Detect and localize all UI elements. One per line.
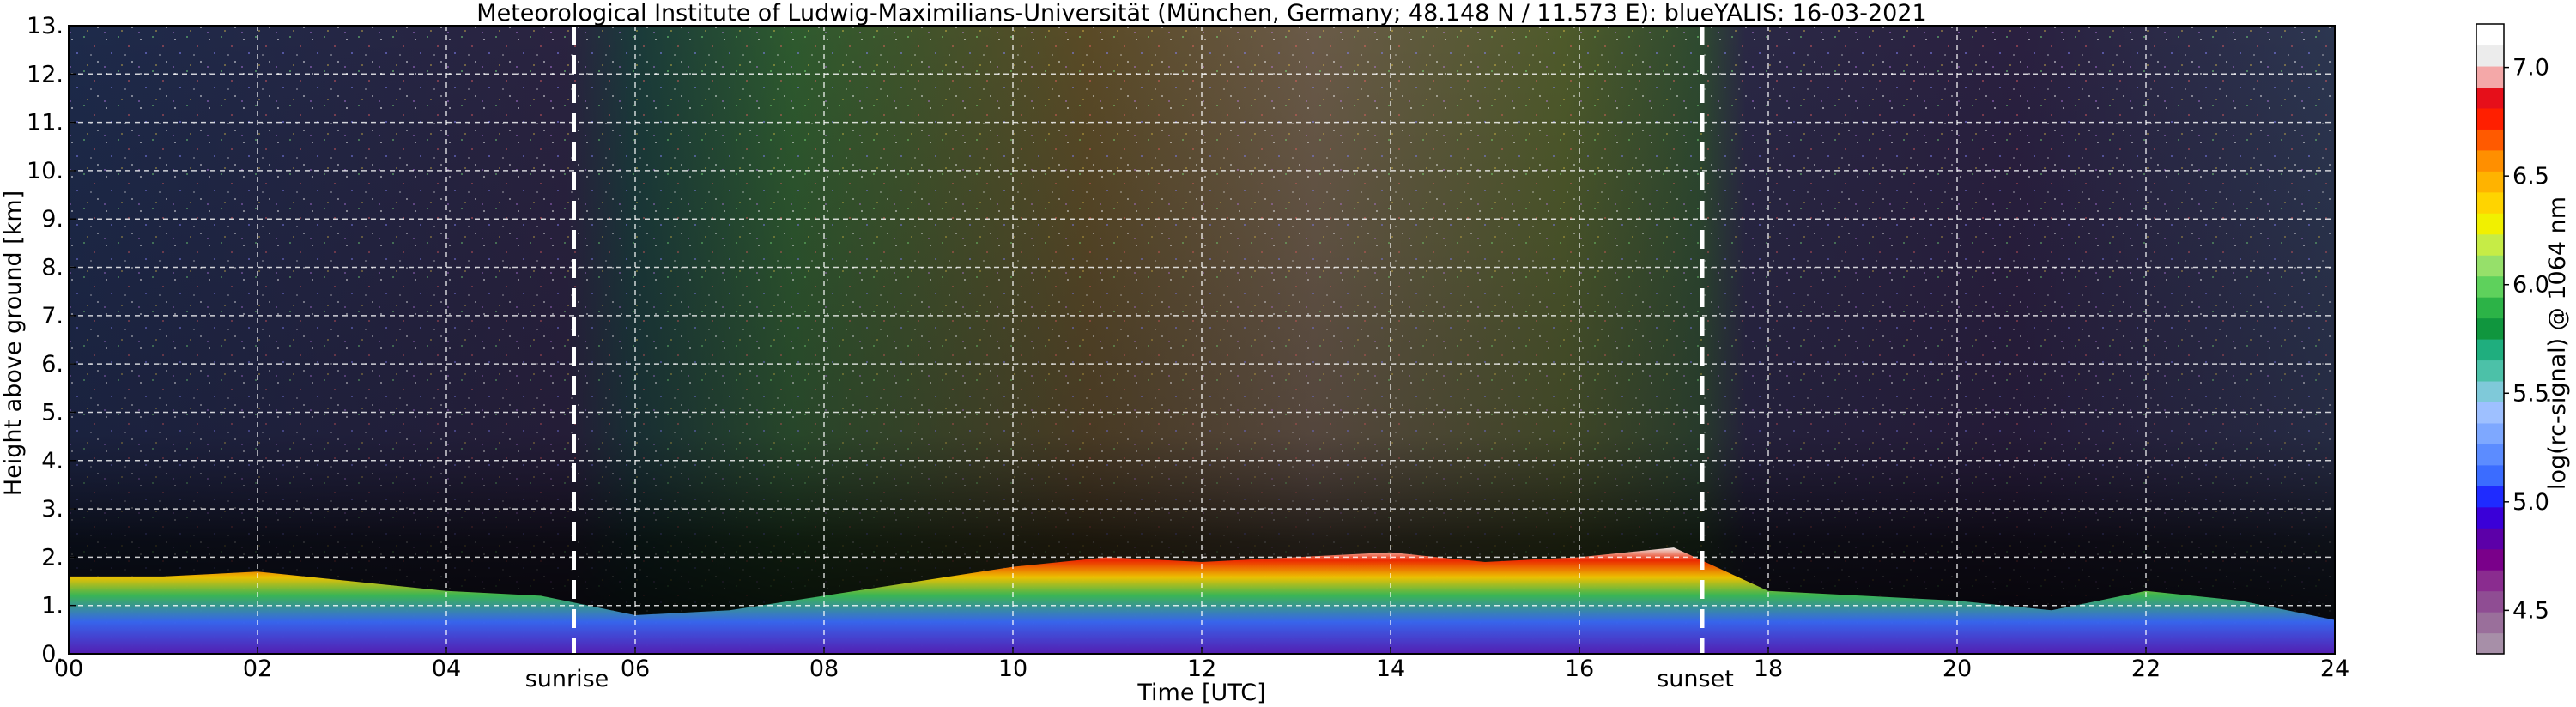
colorbar-tick-label: 6.0: [2512, 272, 2549, 299]
y-tick-label: 3.: [41, 496, 64, 523]
colorbar-segment: [2476, 233, 2504, 256]
colorbar-segment: [2476, 191, 2504, 214]
colorbar-tick-label: 5.5: [2512, 380, 2549, 407]
colorbar-segment: [2476, 297, 2504, 319]
y-tick-label: 4.: [41, 448, 64, 474]
x-tick-label: 16: [1565, 656, 1594, 682]
colorbar-segment: [2476, 570, 2504, 592]
colorbar-segment: [2476, 506, 2504, 529]
x-tick-label: 02: [243, 656, 272, 682]
colorbar-segment: [2476, 213, 2504, 235]
colorbar-tick-label: 5.0: [2512, 489, 2549, 516]
y-tick-label: 11.: [27, 110, 64, 136]
colorbar-segment: [2476, 275, 2504, 298]
colorbar-segment: [2476, 87, 2504, 109]
chart-title: Meteorological Institute of Ludwig-Maxim…: [476, 0, 1926, 27]
colorbar-segment: [2476, 149, 2504, 172]
colorbar-segment: [2476, 464, 2504, 486]
colorbar-segment: [2476, 129, 2504, 151]
colorbar-segment: [2476, 548, 2504, 571]
y-tick-label: 5.: [41, 399, 64, 426]
x-tick-label: 12: [1187, 656, 1216, 682]
colorbar-segment: [2476, 402, 2504, 424]
sunrise-label: sunrise: [525, 666, 609, 692]
colorbar-segment: [2476, 339, 2504, 361]
x-tick-label: 14: [1376, 656, 1405, 682]
y-tick-label: 6.: [41, 351, 64, 378]
colorbar-tick-label: 4.5: [2512, 597, 2549, 624]
y-tick-label: 8.: [41, 255, 64, 281]
colorbar-segment: [2476, 444, 2504, 466]
colorbar-segment: [2476, 380, 2504, 402]
colorbar-segment: [2476, 528, 2504, 550]
colorbar-segment: [2476, 360, 2504, 382]
colorbar-segment: [2476, 422, 2504, 444]
x-tick-label: 06: [621, 656, 650, 682]
x-tick-label: 10: [998, 656, 1027, 682]
x-tick-label: 00: [54, 656, 83, 682]
y-tick-label: 9.: [41, 206, 64, 233]
colorbar-segment: [2476, 45, 2504, 67]
colorbar-tick-label: 7.0: [2512, 55, 2549, 82]
x-tick-label: 20: [1943, 656, 1972, 682]
sunset-label: sunset: [1657, 666, 1734, 692]
colorbar-segment: [2476, 590, 2504, 613]
colorbar-segment: [2476, 486, 2504, 508]
y-tick-label: 2.: [41, 544, 64, 571]
colorbar-segment: [2476, 171, 2504, 193]
y-tick-label: 0.: [41, 641, 64, 668]
colorbar-segment: [2476, 612, 2504, 634]
x-axis-label: Time [UTC]: [1136, 680, 1265, 706]
colorbar-segment: [2476, 317, 2504, 340]
y-axis-label: Height above ground [km]: [0, 190, 27, 496]
colorbar-segment: [2476, 65, 2504, 88]
colorbar-segment: [2476, 107, 2504, 130]
colorbar-frame: [2476, 23, 2505, 655]
y-tick-label: 10.: [27, 158, 64, 184]
y-tick-label: 12.: [27, 61, 64, 88]
y-tick-label: 1.: [41, 593, 64, 619]
y-tick-label: 7.: [41, 303, 64, 329]
colorbar-segment: [2476, 24, 2504, 46]
colorbar-tick-label: 6.5: [2512, 163, 2549, 190]
x-tick-label: 08: [809, 656, 839, 682]
x-tick-label: 22: [2131, 656, 2161, 682]
colorbar-label: log(rc-signal) @ 1064 nm: [2544, 196, 2571, 490]
x-tick-label: 04: [432, 656, 461, 682]
colorbar-segment: [2476, 255, 2504, 277]
x-tick-label: 18: [1754, 656, 1783, 682]
boundary-layer: [69, 547, 2335, 654]
colorbar: 4.5 5.0 5.5 6.0 6.5 7.0: [2476, 23, 2549, 655]
y-tick-label: 13.: [27, 13, 64, 39]
x-tick-label: 24: [2320, 656, 2349, 682]
axes: sunrise sunset 0. 1. 2. 3. 4. 5. 6. 7. 8. 9. 10. 11. 1…: [27, 13, 2349, 692]
colorbar-segment: [2476, 632, 2504, 655]
